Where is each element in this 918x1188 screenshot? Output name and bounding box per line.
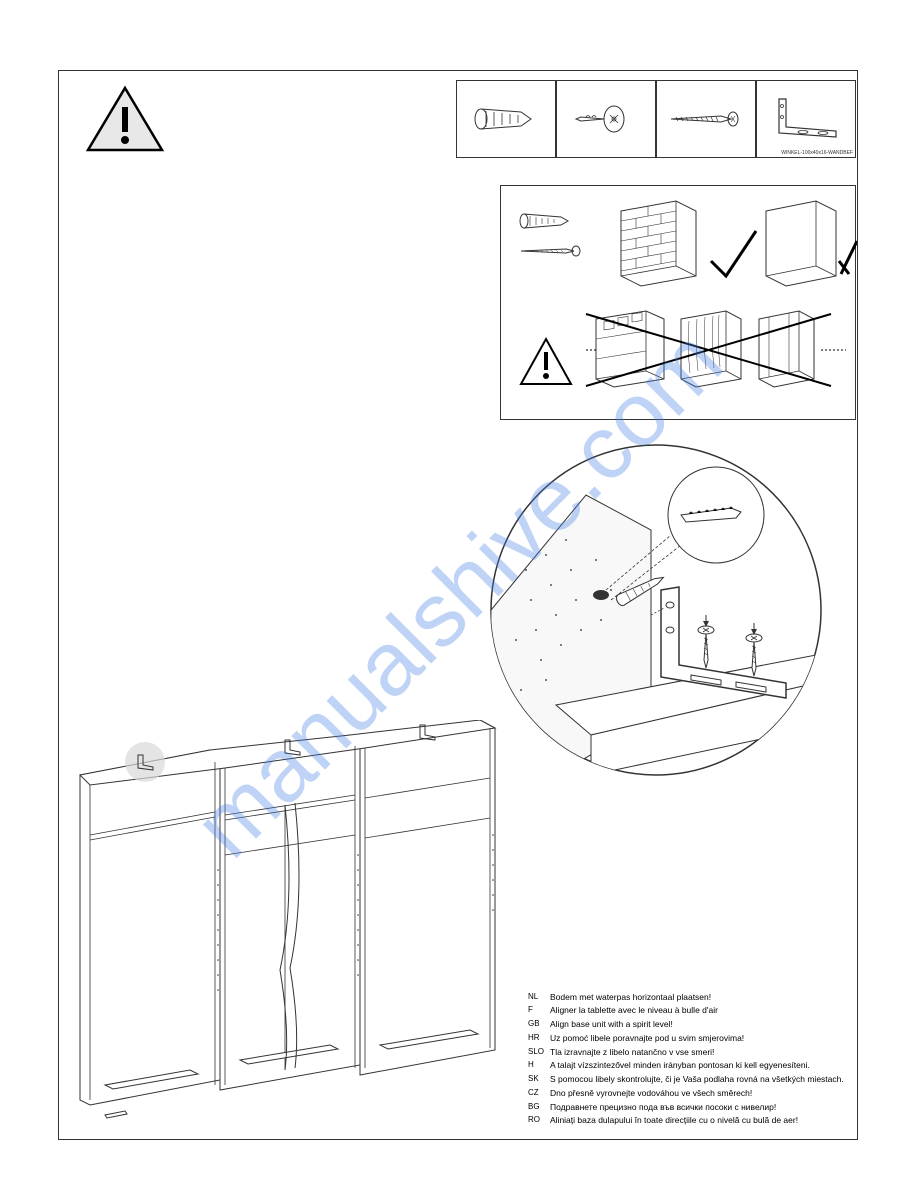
instruction-row: H A talajt vízszintezővel minden irányba… <box>528 1059 853 1072</box>
part-wall-plug <box>456 80 556 158</box>
lang-code: SLO <box>528 1046 550 1059</box>
instruction-row: BG Подравнете прецизно пода във всички п… <box>528 1101 853 1114</box>
lang-code: BG <box>528 1101 550 1114</box>
instruction-row: HR Uz pomoć libele poravnajte pod u svim… <box>528 1032 853 1045</box>
instruction-text: Align base unit with a spirit level! <box>550 1018 853 1031</box>
instruction-text: Uz pomoć libele poravnajte pod u svim sm… <box>550 1032 853 1045</box>
instructions-list: NL Bodem met waterpas horizontaal plaats… <box>528 991 853 1129</box>
instruction-row: SK S pomocou libely skontrolujte, či je … <box>528 1073 853 1086</box>
bracket-label: WINKEL-100x40x16-WANDBEF <box>781 150 853 156</box>
instruction-row: SLO Tla izravnajte z libelo natančno v v… <box>528 1046 853 1059</box>
instruction-row: GB Align base unit with a spirit level! <box>528 1018 853 1031</box>
instruction-text: S pomocou libely skontrolujte, či je Vaš… <box>550 1073 853 1086</box>
lang-code: HR <box>528 1032 550 1045</box>
instruction-row: F Aligner la tablette avec le niveau à b… <box>528 1004 853 1017</box>
parts-list: WINKEL-100x40x16-WANDBEF <box>456 80 856 158</box>
lang-code: CZ <box>528 1087 550 1100</box>
wall-type-diagram <box>500 185 856 420</box>
warning-triangle-icon <box>85 85 165 160</box>
lang-code: F <box>528 1004 550 1017</box>
instruction-row: NL Bodem met waterpas horizontaal plaats… <box>528 991 853 1004</box>
part-screw <box>656 80 756 158</box>
instruction-text: Tla izravnajte z libelo natančno v vse s… <box>550 1046 853 1059</box>
instruction-text: Aliniați baza dulapului în toate direcți… <box>550 1114 853 1127</box>
bracket-install-detail <box>456 440 856 780</box>
lang-code: SK <box>528 1073 550 1086</box>
part-bracket: WINKEL-100x40x16-WANDBEF <box>756 80 856 158</box>
cabinet-assembly-drawing <box>70 720 510 1125</box>
lang-code: RO <box>528 1114 550 1127</box>
lang-code: H <box>528 1059 550 1072</box>
part-anchor <box>556 80 656 158</box>
instruction-text: Aligner la tablette avec le niveau à bul… <box>550 1004 853 1017</box>
lang-code: NL <box>528 991 550 1004</box>
instruction-text: Подравнете прецизно пода във всички посо… <box>550 1101 853 1114</box>
instruction-text: Dno přesně vyrovnejte vodováhou ve všech… <box>550 1087 853 1100</box>
instruction-text: A talajt vízszintezővel minden irányban … <box>550 1059 853 1072</box>
instruction-row: CZ Dno přesně vyrovnejte vodováhou ve vš… <box>528 1087 853 1100</box>
lang-code: GB <box>528 1018 550 1031</box>
instruction-text: Bodem met waterpas horizontaal plaatsen! <box>550 991 853 1004</box>
instruction-row: RO Aliniați baza dulapului în toate dire… <box>528 1114 853 1127</box>
